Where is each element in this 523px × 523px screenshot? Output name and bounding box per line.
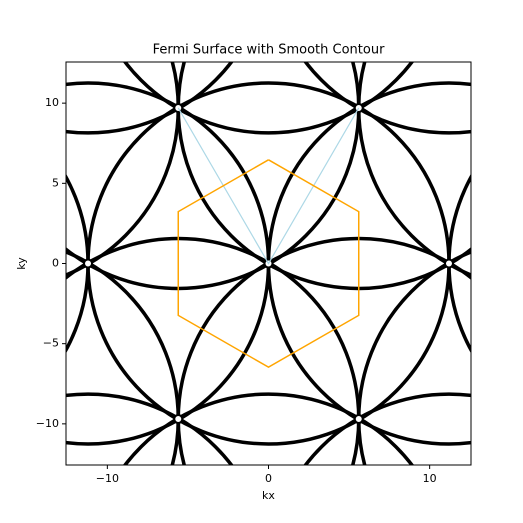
- node-marker: [173, 414, 184, 425]
- axes: −10 0 10 −10 −5 0 5 10: [36, 61, 472, 485]
- node-marker: [353, 414, 364, 425]
- node-marker: [83, 258, 94, 269]
- x-tick-label: 10: [423, 472, 437, 485]
- y-tick-label: 10: [45, 96, 59, 109]
- chart-title: Fermi Surface with Smooth Contour: [153, 43, 386, 58]
- fermi-contour: [122, 392, 415, 465]
- fermi-contour: [66, 62, 234, 135]
- y-axis-label: ky: [15, 257, 28, 270]
- fermi-contour: [303, 62, 471, 135]
- node-marker: [443, 258, 454, 269]
- y-tick-label: −5: [43, 337, 59, 350]
- fermi-contour: [66, 392, 234, 465]
- y-tick-label: 5: [52, 176, 59, 189]
- fermi-contour: [303, 392, 471, 465]
- x-tick-label: −10: [96, 472, 119, 485]
- k-path: [177, 107, 360, 265]
- x-tick-label: 0: [265, 472, 272, 485]
- fermi-contour: [122, 62, 415, 135]
- brillouin-zone: [177, 159, 360, 369]
- y-tick-label: −10: [36, 417, 59, 430]
- y-tick-label: 0: [52, 257, 59, 270]
- x-axis-label: kx: [262, 489, 275, 502]
